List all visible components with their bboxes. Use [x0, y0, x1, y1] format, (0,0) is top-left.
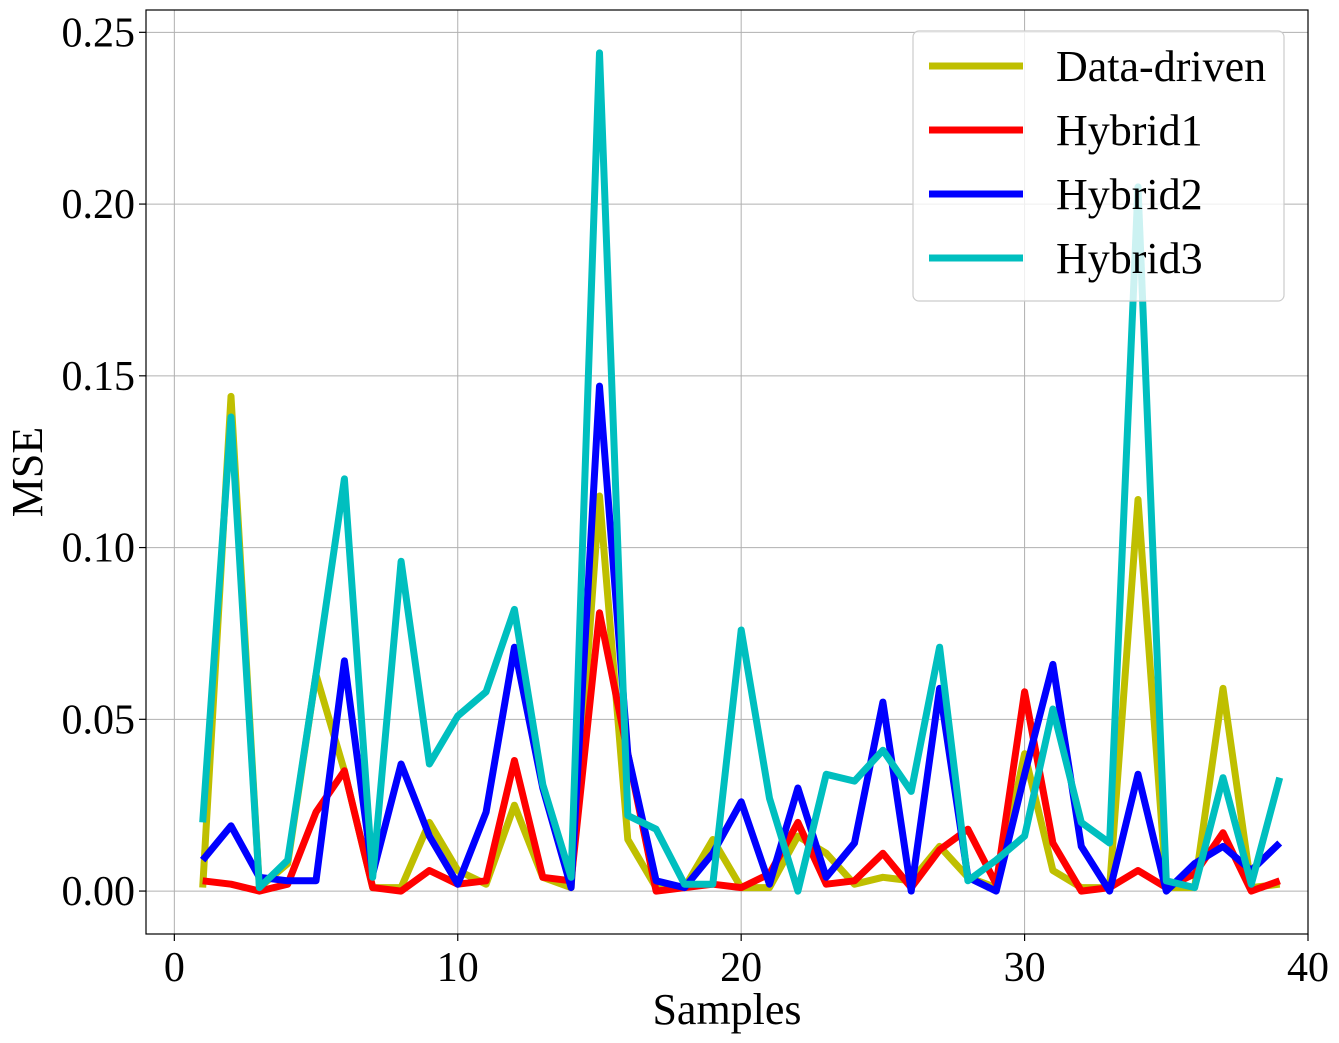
y-tick-label: 0.05	[62, 697, 136, 743]
legend-label: Hybrid2	[1056, 170, 1203, 219]
x-axis-title: Samples	[652, 985, 801, 1034]
series-line-hybrid3	[199, 49, 1284, 895]
plot-frame	[145, 9, 1309, 935]
legend-label: Hybrid3	[1056, 234, 1203, 283]
x-tick-label: 10	[437, 945, 479, 991]
y-tick-label: 0.10	[62, 526, 136, 572]
y-tick-label: 0.15	[62, 354, 136, 400]
y-axis-title: MSE	[3, 427, 52, 517]
series-line-hybrid2	[200, 382, 1283, 895]
plot-series	[199, 49, 1284, 895]
x-tick-label: 30	[1004, 945, 1046, 991]
series-line-hybrid1	[202, 609, 1281, 895]
x-tick-label: 20	[720, 945, 762, 991]
legend-box	[912, 30, 1285, 302]
x-tick-label: 40	[1287, 945, 1329, 991]
legend-label: Data-driven	[1056, 42, 1266, 91]
y-axis: 0.00 0.05 0.10 0.15 0.20 0.25	[62, 10, 146, 915]
x-tick-label: 0	[164, 945, 185, 991]
legend: Data-driven Hybrid1 Hybrid2 Hybrid3	[912, 30, 1285, 302]
y-tick-label: 0.00	[62, 869, 136, 915]
x-axis: 0 10 20 30 40	[164, 934, 1329, 991]
legend-label: Hybrid1	[1056, 106, 1203, 155]
y-tick-label: 0.20	[62, 182, 136, 228]
y-tick-label: 0.25	[62, 10, 136, 56]
